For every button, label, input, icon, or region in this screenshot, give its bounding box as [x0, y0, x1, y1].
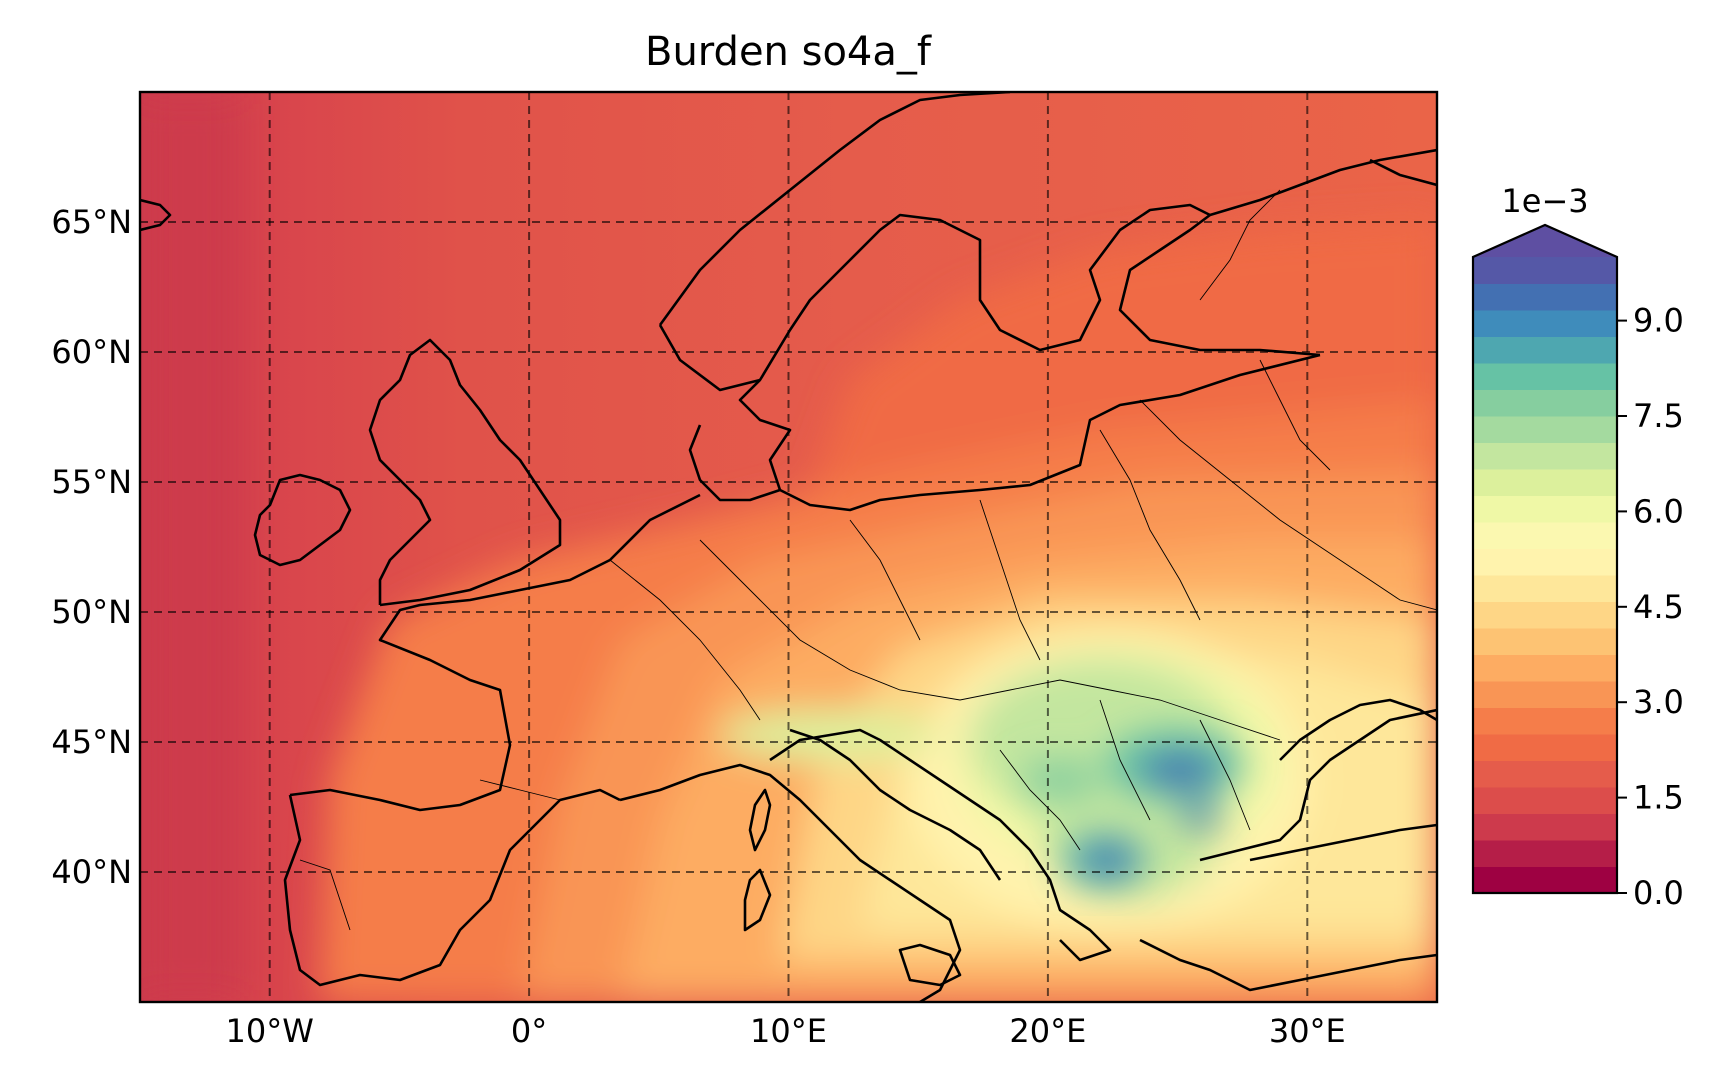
colorbar-segment: [1473, 416, 1617, 443]
map-frame: [138, 90, 1439, 1004]
lat-tick-label: 50°N: [51, 593, 132, 631]
colorbar-segment: [1473, 575, 1617, 602]
colorbar-segment: [1473, 654, 1617, 682]
lon-tick-labels: 10°W 0° 10°E 20°E 30°E: [226, 1012, 1346, 1050]
lon-tick-label: 10°E: [750, 1012, 827, 1050]
colorbar-exponent-label: 1e−3: [1501, 182, 1588, 220]
lat-tick-label: 40°N: [51, 853, 132, 891]
colorbar-segments: [1473, 225, 1617, 894]
concentration-field: [140, 92, 1437, 1002]
colorbar-segment: [1473, 469, 1617, 496]
colorbar-segment: [1473, 442, 1617, 470]
lat-tick-label: 45°N: [51, 723, 132, 761]
lat-tick-label: 60°N: [51, 333, 132, 371]
colorbar-tick-label: 9.0: [1633, 302, 1684, 340]
colorbar-segment: [1473, 734, 1617, 761]
colorbar-segment: [1473, 495, 1617, 523]
colorbar-extend-arrow: [1473, 225, 1617, 257]
colorbar: 0.0 1.5 3.0 4.5 6.0 7.5 9.0 1e−3: [1471, 182, 1684, 912]
map-area: [140, 92, 1437, 1002]
colorbar-segment: [1473, 283, 1617, 311]
colorbar-segment: [1473, 681, 1617, 708]
colorbar-segment: [1473, 866, 1617, 894]
coastlines: [140, 92, 1437, 1002]
colorbar-segment: [1473, 760, 1617, 788]
colorbar-segment: [1473, 522, 1617, 549]
colorbar-outline: [1471, 223, 1619, 895]
colorbar-segment: [1473, 787, 1617, 814]
colorbar-tick-label: 6.0: [1633, 492, 1684, 530]
lon-tick-label: 10°W: [226, 1012, 314, 1050]
colorbar-tick-label: 0.0: [1633, 874, 1684, 912]
colorbar-segment: [1473, 363, 1617, 390]
country-borders: [299, 189, 1437, 931]
lat-tick-label: 55°N: [51, 463, 132, 501]
colorbar-tick-label: 3.0: [1633, 683, 1684, 721]
colorbar-tick-label: 1.5: [1633, 779, 1684, 817]
lat-tick-labels: 40°N 45°N 50°N 55°N 60°N 65°N: [51, 203, 132, 891]
colorbar-segment: [1473, 840, 1617, 867]
colorbar-segment: [1473, 257, 1617, 284]
colorbar-tick-label: 7.5: [1633, 397, 1684, 435]
lon-tick-label: 30°E: [1269, 1012, 1346, 1050]
map-title: Burden so4a_f: [645, 29, 932, 75]
colorbar-segment: [1473, 336, 1617, 364]
colorbar-tick-label: 4.5: [1633, 588, 1684, 626]
lon-tick-label: 0°: [511, 1012, 547, 1050]
colorbar-tick-labels: 0.0 1.5 3.0 4.5 6.0 7.5 9.0: [1617, 302, 1684, 912]
colorbar-segment: [1473, 628, 1617, 655]
colorbar-segment: [1473, 601, 1617, 629]
colorbar-segment: [1473, 707, 1617, 735]
colorbar-segment: [1473, 389, 1617, 417]
colorbar-segment: [1473, 548, 1617, 576]
lat-tick-label: 65°N: [51, 203, 132, 241]
lon-tick-label: 20°E: [1009, 1012, 1086, 1050]
gridlines: [140, 92, 1437, 1002]
colorbar-segment: [1473, 310, 1617, 337]
colorbar-segment: [1473, 813, 1617, 841]
